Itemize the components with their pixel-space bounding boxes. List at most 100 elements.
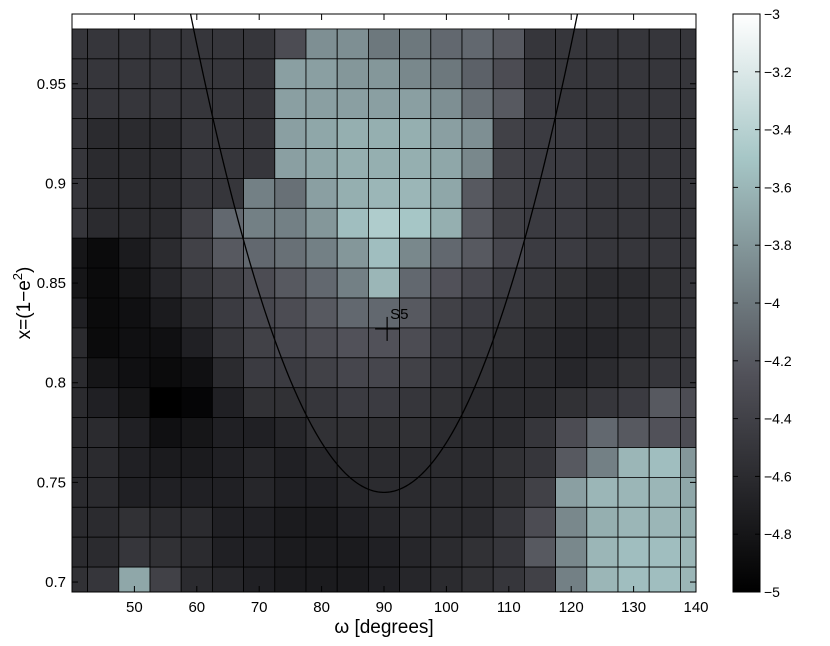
heatmap-cell xyxy=(367,178,400,209)
heatmap-cell xyxy=(399,148,432,179)
heatmap-cell xyxy=(336,267,369,299)
heatmap-cell xyxy=(586,118,619,149)
heatmap-cell xyxy=(87,58,120,90)
heatmap-cell xyxy=(680,297,696,329)
heatmap-cell xyxy=(149,327,182,359)
x-tick-label: 120 xyxy=(559,599,584,616)
heatmap-cell xyxy=(461,476,494,508)
heatmap-cell xyxy=(586,148,619,179)
heatmap-cell xyxy=(367,297,400,329)
heatmap-cell xyxy=(524,237,557,269)
heatmap-cell xyxy=(118,447,151,478)
heatmap-cell xyxy=(492,207,525,239)
x-axis-label: ω [degrees] xyxy=(334,617,433,638)
heatmap-cell xyxy=(149,447,182,478)
heatmap-cell xyxy=(648,476,681,508)
heatmap-cell xyxy=(680,267,696,299)
heatmap-cell xyxy=(461,88,494,120)
heatmap-cell xyxy=(586,267,619,299)
heatmap-cell xyxy=(243,417,276,448)
heatmap-cell xyxy=(211,237,244,269)
heatmap-cell xyxy=(586,506,619,538)
heatmap-cell xyxy=(524,58,557,90)
y-tick-label: 0.75 xyxy=(37,474,66,491)
heatmap-cell xyxy=(274,506,307,538)
heatmap-cell xyxy=(274,387,307,419)
heatmap-cell xyxy=(274,566,307,592)
heatmap-cell xyxy=(118,536,151,568)
heatmap-cell xyxy=(617,536,650,568)
x-tick-label: 140 xyxy=(683,599,708,616)
heatmap-cell xyxy=(524,148,557,179)
heatmap-cell xyxy=(180,447,213,478)
heatmap-cell xyxy=(555,297,588,329)
x-tick-label: 90 xyxy=(376,599,393,616)
heatmap-cell xyxy=(586,237,619,269)
heatmap-cell xyxy=(430,207,463,239)
heatmap-cell xyxy=(461,28,494,60)
heatmap-cell xyxy=(524,28,557,60)
heatmap-cell xyxy=(243,506,276,538)
heatmap-cell xyxy=(648,387,681,419)
heatmap-cell xyxy=(274,207,307,239)
colorbar-tick-label: −3.2 xyxy=(764,64,792,80)
heatmap-cell xyxy=(118,506,151,538)
heatmap-cell xyxy=(305,267,338,299)
heatmap-cell xyxy=(87,566,120,592)
heatmap-cell xyxy=(461,148,494,179)
heatmap-cell xyxy=(149,357,182,389)
heatmap-cell xyxy=(367,207,400,239)
heatmap-cell xyxy=(87,207,120,239)
heatmap-cell xyxy=(648,148,681,179)
heatmap-cell xyxy=(430,148,463,179)
heatmap-cell xyxy=(617,58,650,90)
heatmap-cell xyxy=(274,357,307,389)
heatmap-cell xyxy=(399,58,432,90)
heatmap-cell xyxy=(555,148,588,179)
heatmap-cell xyxy=(586,387,619,419)
heatmap-cell xyxy=(492,297,525,329)
heatmap-cell xyxy=(461,506,494,538)
heatmap-cell xyxy=(180,207,213,239)
heatmap-cell xyxy=(305,536,338,568)
heatmap-cell xyxy=(180,118,213,149)
heatmap-cell xyxy=(555,357,588,389)
heatmap-cell xyxy=(680,506,696,538)
heatmap-cell xyxy=(492,88,525,120)
heatmap-cell xyxy=(211,28,244,60)
heatmap-cell xyxy=(586,88,619,120)
heatmap-cell xyxy=(430,387,463,419)
heatmap-cell xyxy=(243,148,276,179)
heatmap-cell xyxy=(680,88,696,120)
heatmap-cell xyxy=(336,178,369,209)
heatmap-cell xyxy=(492,506,525,538)
heatmap-cell xyxy=(680,357,696,389)
heatmap-cell xyxy=(617,267,650,299)
heatmap-cell xyxy=(336,207,369,239)
heatmap-cell xyxy=(555,417,588,448)
heatmap-cell xyxy=(243,387,276,419)
heatmap-cell xyxy=(180,536,213,568)
heatmap-cell xyxy=(87,118,120,149)
heatmap-cell xyxy=(274,28,307,60)
heatmap-cell xyxy=(555,207,588,239)
heatmap-cell xyxy=(87,476,120,508)
heatmap-cell xyxy=(680,118,696,149)
y-tick-label: 0.7 xyxy=(45,574,66,591)
heatmap-cell xyxy=(430,237,463,269)
heatmap-cell xyxy=(243,476,276,508)
heatmap-cell xyxy=(492,58,525,90)
heatmap-cell xyxy=(648,178,681,209)
colorbar-tick-label: −3 xyxy=(764,6,780,22)
heatmap-cell xyxy=(617,207,650,239)
heatmap-cell xyxy=(555,178,588,209)
heatmap-cell xyxy=(211,417,244,448)
heatmap-cell xyxy=(617,118,650,149)
heatmap-cell xyxy=(680,447,696,478)
heatmap-cell xyxy=(399,267,432,299)
heatmap-cell xyxy=(586,297,619,329)
heatmap-cell xyxy=(586,417,619,448)
y-axis-ticks: 0.7 0.75 0.8 0.85 0.9 0.95 xyxy=(37,76,696,591)
heatmap-cell xyxy=(492,28,525,60)
heatmap-cell xyxy=(336,148,369,179)
